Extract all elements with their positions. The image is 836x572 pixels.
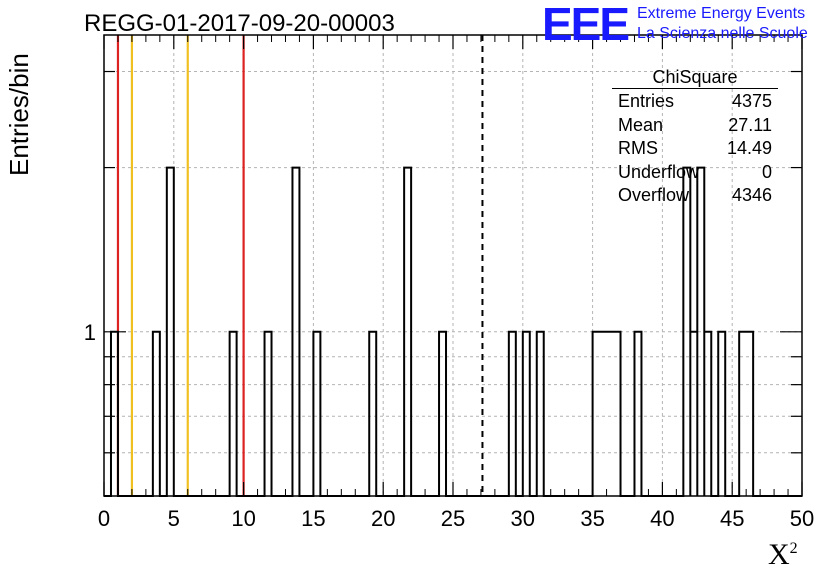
run-title: REGG-01-2017-09-20-00003	[84, 10, 395, 37]
stats-row-rms: RMS 14.49	[612, 137, 778, 161]
eee-logo: EEE Extreme Energy Events La Scienza nel…	[542, 0, 832, 50]
axis-ticks: 0 5 10 15 20 25 30 35 40 45 50 1	[84, 35, 814, 531]
logo-mark: EEE	[542, 0, 630, 50]
y-tick-label: 1	[84, 320, 96, 345]
x-axis-label-symbol: X	[768, 538, 790, 571]
stats-label: Mean	[618, 114, 664, 135]
stats-label: RMS	[618, 138, 658, 158]
x-tick-label: 0	[98, 506, 110, 531]
x-tick-label: 15	[301, 506, 325, 531]
stats-box: ChiSquare Entries 4375 Mean 27.11 RMS 14.49…	[612, 66, 778, 208]
logo-line-1: Extreme Energy Events	[637, 5, 806, 22]
stats-value: 4375	[731, 91, 772, 111]
logo-line-2: La Scienza nelle Scuole	[637, 25, 808, 42]
stats-row-entries: Entries 4375	[612, 90, 778, 114]
x-tick-label: 5	[168, 506, 180, 531]
stats-label: Underflow	[618, 161, 700, 182]
stats-row-underflow: Underflow 0	[612, 161, 778, 185]
stats-value: 0	[761, 161, 772, 182]
stats-row-mean: Mean 27.11	[612, 114, 778, 138]
stats-value: 14.49	[726, 138, 772, 158]
stats-value: 4346	[731, 185, 772, 205]
stats-title: ChiSquare	[652, 67, 738, 87]
x-tick-label: 35	[580, 506, 604, 531]
stats-value: 27.11	[728, 114, 772, 135]
x-tick-label: 10	[231, 506, 255, 531]
x-tick-label: 40	[650, 506, 674, 531]
y-axis-label: Entries/bin	[4, 53, 34, 176]
x-axis-label-exponent: 2	[789, 540, 798, 557]
stats-divider	[612, 88, 778, 89]
stats-row-overflow: Overflow 4346	[612, 184, 778, 208]
x-tick-label: 45	[720, 506, 744, 531]
x-tick-label: 25	[441, 506, 465, 531]
x-tick-label: 20	[371, 506, 395, 531]
x-axis-label: X2	[768, 538, 798, 572]
x-tick-label: 50	[790, 506, 814, 531]
stats-label: Entries	[618, 91, 675, 111]
stats-label: Overflow	[618, 185, 690, 205]
x-tick-label: 30	[511, 506, 535, 531]
